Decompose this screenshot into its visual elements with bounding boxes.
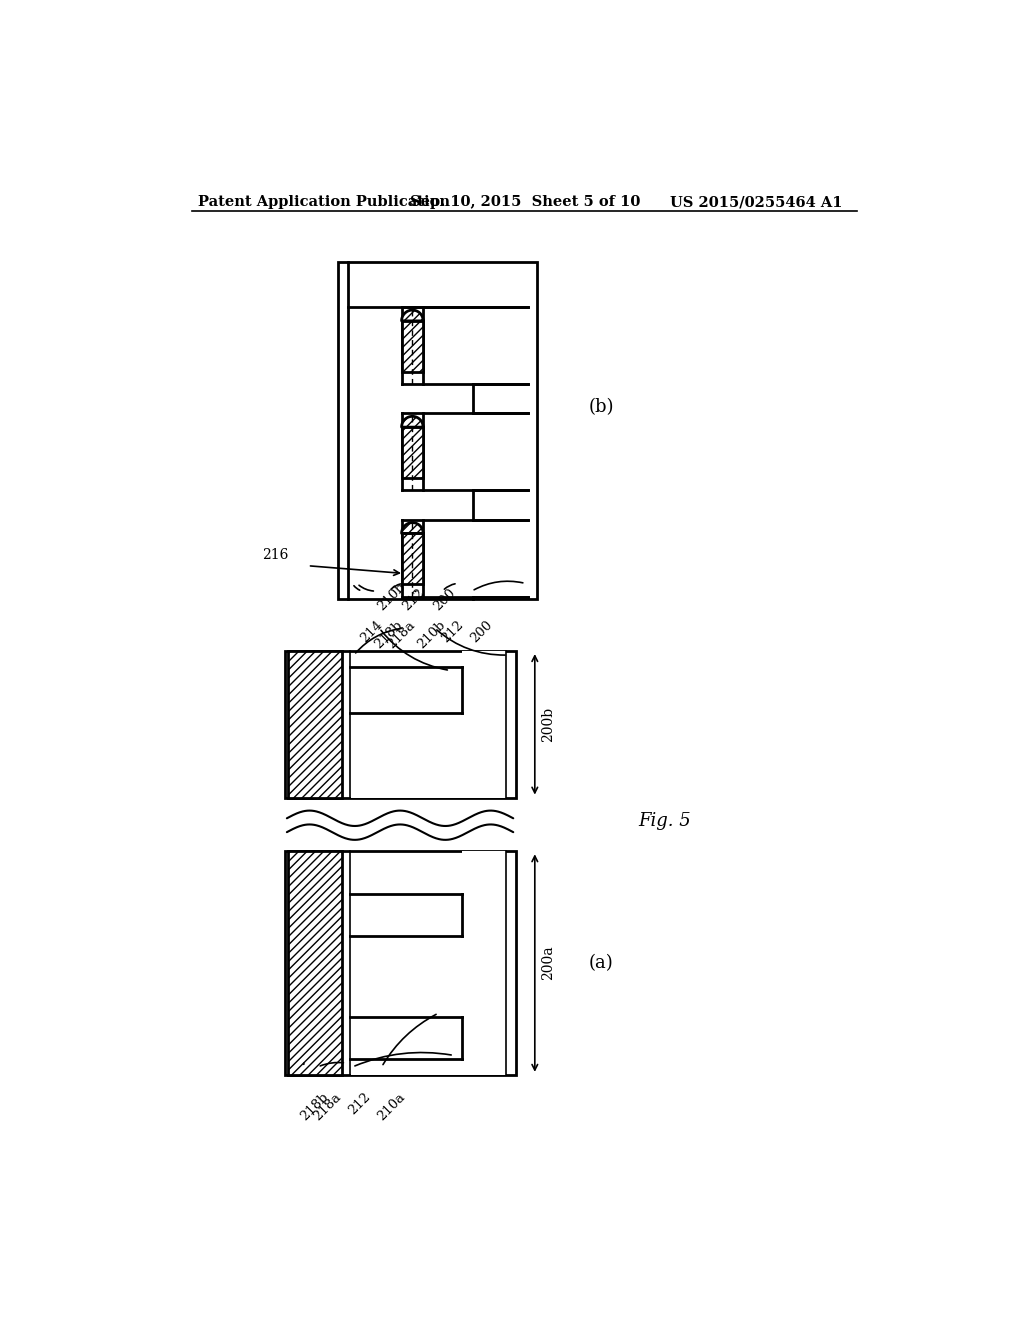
Bar	[289, 851, 342, 1074]
Text: 200b: 200b	[541, 706, 555, 742]
Text: (a): (a)	[589, 954, 613, 972]
Bar	[425, 308, 528, 384]
Text: Fig. 5: Fig. 5	[639, 812, 691, 829]
Text: 212: 212	[438, 618, 466, 645]
Text: 212: 212	[400, 586, 427, 612]
Text: 214: 214	[358, 618, 385, 645]
Text: 218b: 218b	[298, 1090, 332, 1123]
Text: US 2015/0255464 A1: US 2015/0255464 A1	[670, 195, 842, 210]
Text: 210b: 210b	[415, 618, 447, 651]
Bar	[285, 851, 515, 1074]
Bar	[425, 520, 528, 597]
Text: 210a: 210a	[376, 1090, 408, 1123]
Bar	[463, 651, 506, 713]
Text: 200: 200	[431, 586, 458, 612]
Text: (b): (b)	[589, 399, 614, 417]
Text: Sep. 10, 2015  Sheet 5 of 10: Sep. 10, 2015 Sheet 5 of 10	[410, 195, 640, 210]
Polygon shape	[401, 523, 423, 533]
Bar	[473, 490, 528, 520]
Text: 216: 216	[262, 548, 289, 562]
Text: 218a: 218a	[311, 1090, 344, 1123]
Bar	[425, 413, 528, 490]
Polygon shape	[401, 310, 423, 321]
Bar	[289, 651, 342, 797]
Bar	[473, 597, 528, 599]
Bar	[285, 651, 515, 797]
Polygon shape	[401, 416, 423, 428]
Bar	[351, 714, 506, 797]
Text: 218a: 218a	[385, 618, 418, 651]
Bar	[401, 321, 423, 372]
Text: Patent Application Publication: Patent Application Publication	[199, 195, 451, 210]
Text: 218b: 218b	[373, 618, 406, 651]
Bar	[339, 263, 538, 599]
Bar	[351, 1060, 506, 1074]
Bar	[463, 851, 506, 894]
Text: 212: 212	[346, 1090, 373, 1117]
Bar	[401, 428, 423, 478]
Bar	[401, 533, 423, 585]
Text: 200a: 200a	[541, 945, 555, 981]
Bar	[351, 937, 462, 1016]
Text: 200: 200	[468, 618, 495, 645]
Bar	[463, 937, 506, 1059]
Text: 210b: 210b	[376, 579, 409, 612]
Bar	[473, 384, 528, 413]
